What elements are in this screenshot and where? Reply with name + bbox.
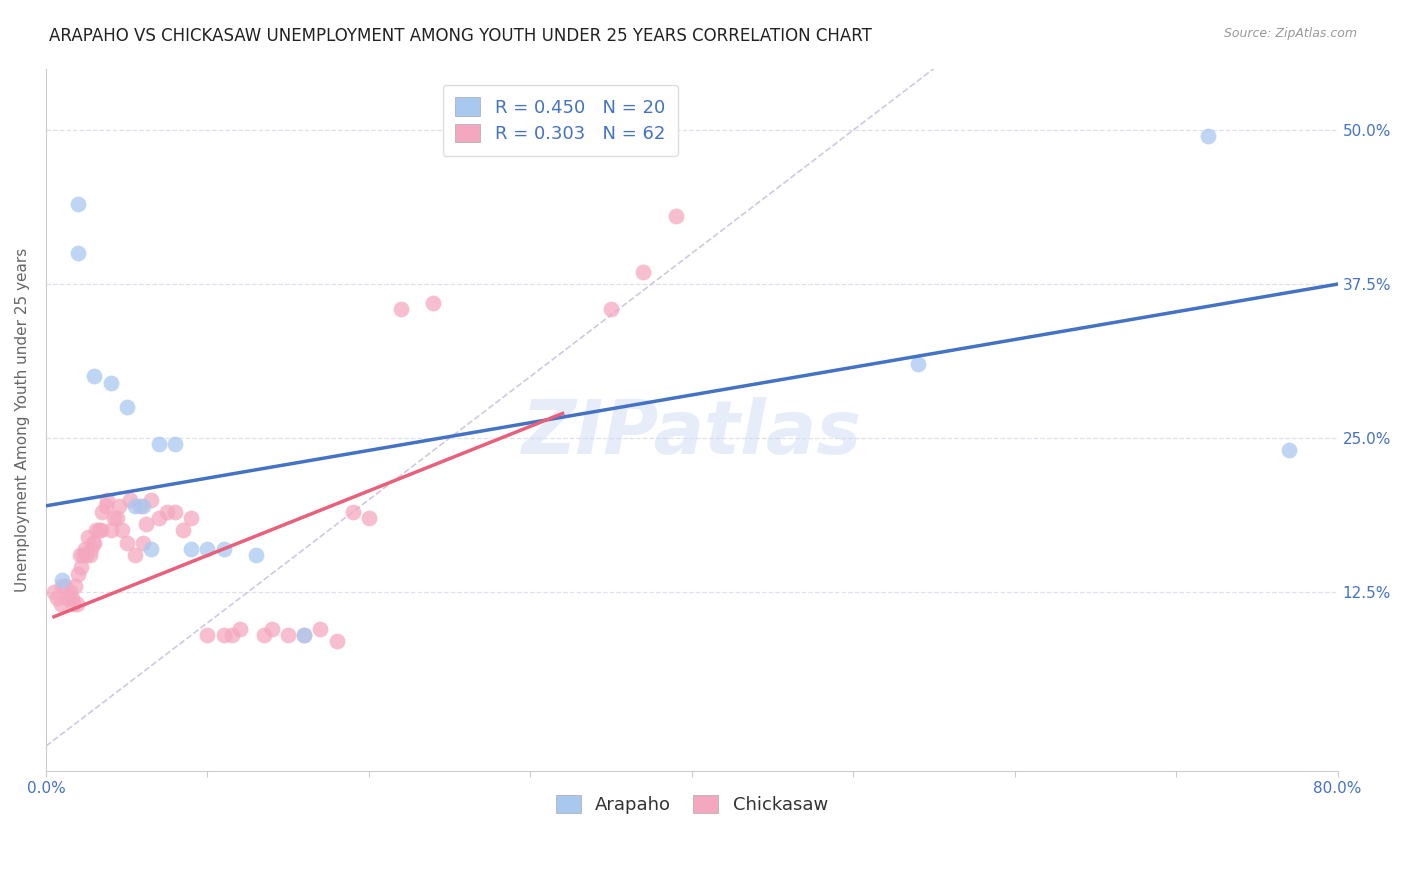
Point [325, 634, 347, 648]
Point [197, 541, 219, 556]
Point [73, 541, 96, 556]
Point [165, 437, 187, 451]
Point [180, 541, 202, 556]
Point [83, 536, 105, 550]
Point [132, 536, 155, 550]
Point [228, 622, 250, 636]
Point [115, 401, 138, 415]
Point [221, 628, 243, 642]
Point [90, 524, 112, 538]
Point [139, 492, 162, 507]
Point [100, 376, 122, 390]
Point [1198, 129, 1220, 144]
Point [67, 566, 90, 581]
Point [69, 548, 91, 562]
Point [59, 585, 82, 599]
Point [156, 505, 179, 519]
Point [83, 369, 105, 384]
Point [60, 591, 83, 606]
Point [115, 536, 138, 550]
Point [172, 524, 194, 538]
Point [75, 548, 97, 562]
Point [79, 548, 101, 562]
Point [111, 524, 134, 538]
Point [49, 598, 72, 612]
Point [148, 437, 170, 451]
Point [212, 628, 235, 642]
Point [292, 628, 315, 642]
Point [907, 357, 929, 371]
Point [72, 548, 94, 562]
Text: ARAPAHO VS CHICKASAW UNEMPLOYMENT AMONG YOUTH UNDER 25 YEARS CORRELATION CHART: ARAPAHO VS CHICKASAW UNEMPLOYMENT AMONG … [49, 27, 872, 45]
Point [665, 210, 688, 224]
Point [46, 591, 69, 606]
Point [277, 628, 299, 642]
Point [100, 524, 122, 538]
Point [139, 541, 162, 556]
Point [292, 628, 315, 642]
Point [84, 524, 107, 538]
Point [165, 505, 187, 519]
Point [128, 499, 150, 513]
Point [82, 536, 104, 550]
Point [197, 628, 219, 642]
Point [253, 628, 276, 642]
Point [309, 622, 332, 636]
Point [62, 598, 84, 612]
Point [63, 579, 86, 593]
Point [77, 530, 100, 544]
Point [66, 598, 89, 612]
Point [89, 524, 111, 538]
Point [67, 246, 90, 260]
Text: Source: ZipAtlas.com: Source: ZipAtlas.com [1223, 27, 1357, 40]
Point [389, 301, 412, 316]
Point [422, 295, 444, 310]
Point [148, 511, 170, 525]
Point [107, 499, 129, 513]
Point [56, 591, 79, 606]
Point [260, 622, 283, 636]
Point [342, 505, 364, 519]
Point [105, 511, 128, 525]
Point [80, 541, 103, 556]
Point [357, 511, 380, 525]
Point [67, 197, 90, 211]
Point [212, 541, 235, 556]
Point [94, 499, 117, 513]
Point [132, 499, 155, 513]
Point [245, 548, 267, 562]
Point [118, 492, 141, 507]
Text: ZIPatlas: ZIPatlas [522, 397, 862, 470]
Point [51, 579, 73, 593]
Point [135, 517, 157, 532]
Point [180, 511, 202, 525]
Point [51, 573, 73, 587]
Point [70, 560, 93, 574]
Point [600, 301, 623, 316]
Point [91, 505, 114, 519]
Point [103, 511, 125, 525]
Point [124, 548, 146, 562]
Point [124, 499, 146, 513]
Point [1278, 443, 1301, 458]
Legend: Arapaho, Chickasaw: Arapaho, Chickasaw [544, 784, 839, 825]
Point [53, 579, 76, 593]
Y-axis label: Unemployment Among Youth under 25 years: Unemployment Among Youth under 25 years [15, 247, 30, 591]
Point [42, 585, 65, 599]
Point [633, 265, 655, 279]
Point [96, 492, 118, 507]
